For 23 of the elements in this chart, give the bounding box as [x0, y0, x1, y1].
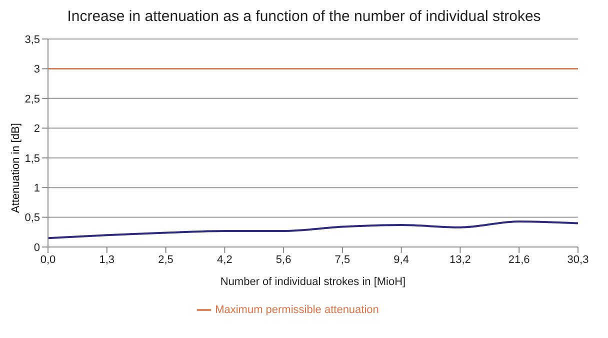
x-tick-label: 21,6 — [508, 254, 530, 266]
y-tick-label: 3,5 — [24, 34, 40, 46]
line-series — [47, 220, 579, 240]
y-tick-label: 3 — [34, 64, 40, 76]
x-tick-label: 1,3 — [99, 254, 115, 266]
y-tick-label: 1 — [34, 182, 40, 194]
x-tick-label: 2,5 — [158, 254, 174, 266]
legend-label: Maximum permissible attenuation — [215, 304, 379, 316]
y-axis-title: Attenuation in [dB] — [10, 123, 22, 213]
x-axis-title: Number of individual strokes in [MioH] — [220, 276, 406, 288]
x-tick-label: 7,5 — [334, 254, 350, 266]
y-tick-label: 2 — [34, 123, 40, 136]
x-tick-label: 0,0 — [40, 254, 56, 266]
chart-title: Increase in attenuation as a function of the number of individual strokes — [66, 8, 542, 25]
x-tick-label: 30,3 — [567, 254, 589, 266]
y-tick-label: 0 — [34, 242, 40, 254]
x-tick-label: 9,4 — [394, 254, 409, 266]
x-tick-label: 5,6 — [276, 254, 292, 266]
y-tick-label: 1,5 — [24, 152, 40, 165]
x-tick-label: 4,2 — [217, 254, 232, 266]
x-tick-label: 13,2 — [450, 254, 471, 266]
y-tick-label: 0,5 — [24, 212, 40, 224]
y-tick-label: 2,5 — [24, 93, 40, 106]
